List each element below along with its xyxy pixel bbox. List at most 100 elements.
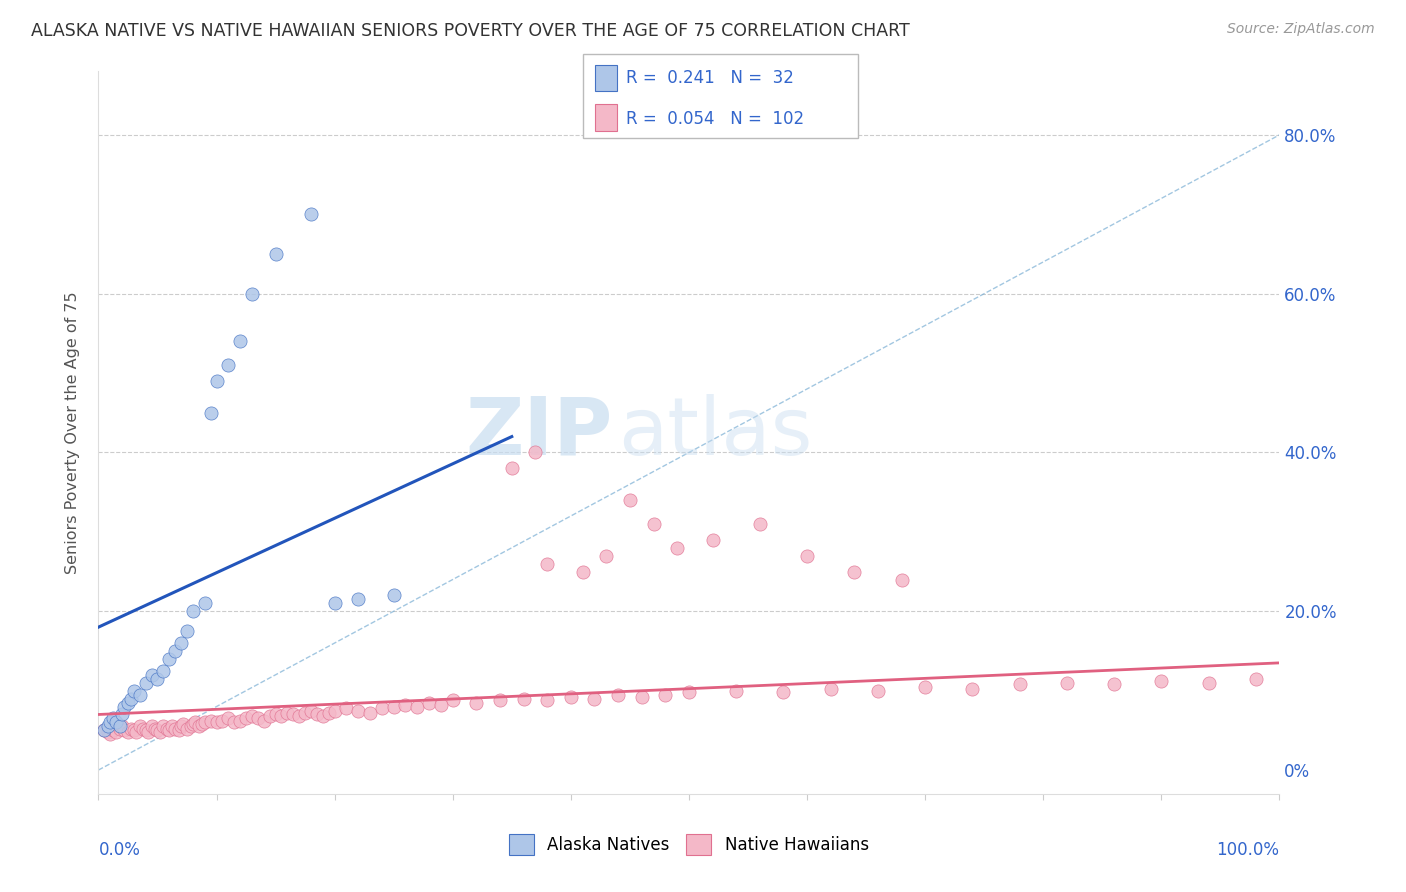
Text: ALASKA NATIVE VS NATIVE HAWAIIAN SENIORS POVERTY OVER THE AGE OF 75 CORRELATION : ALASKA NATIVE VS NATIVE HAWAIIAN SENIORS… bbox=[31, 22, 910, 40]
Point bbox=[128, 719, 150, 733]
Point bbox=[146, 723, 169, 738]
Point bbox=[276, 706, 298, 720]
Point bbox=[748, 516, 770, 531]
Point bbox=[914, 680, 936, 694]
Point bbox=[536, 693, 558, 707]
Point bbox=[1008, 677, 1031, 691]
Point bbox=[240, 709, 263, 723]
Point bbox=[101, 723, 124, 738]
Point bbox=[299, 704, 322, 718]
Point bbox=[678, 685, 700, 699]
Point bbox=[141, 667, 163, 681]
Point bbox=[117, 725, 139, 739]
Point bbox=[441, 693, 464, 707]
Point bbox=[702, 533, 724, 547]
Point bbox=[146, 672, 169, 686]
Point bbox=[820, 682, 842, 697]
Point bbox=[122, 723, 145, 738]
Text: Source: ZipAtlas.com: Source: ZipAtlas.com bbox=[1227, 22, 1375, 37]
Point bbox=[181, 604, 204, 618]
Point bbox=[583, 691, 606, 706]
Point bbox=[122, 683, 145, 698]
Point bbox=[194, 715, 217, 730]
Point bbox=[394, 698, 416, 712]
Point bbox=[176, 722, 198, 736]
Legend: Alaska Natives, Native Hawaiians: Alaska Natives, Native Hawaiians bbox=[502, 828, 876, 862]
Point bbox=[666, 541, 689, 555]
Point bbox=[962, 682, 984, 697]
Point bbox=[117, 696, 139, 710]
Point bbox=[294, 706, 316, 720]
Point bbox=[181, 717, 204, 731]
Point bbox=[371, 701, 394, 715]
Point bbox=[772, 685, 794, 699]
Point bbox=[187, 719, 209, 733]
Point bbox=[607, 688, 630, 702]
Point bbox=[135, 675, 157, 690]
Point bbox=[229, 334, 252, 349]
Point bbox=[264, 707, 287, 722]
Point bbox=[217, 358, 239, 372]
Point bbox=[191, 717, 214, 731]
Point bbox=[184, 715, 207, 730]
Point bbox=[347, 592, 370, 607]
Text: atlas: atlas bbox=[619, 393, 813, 472]
Point bbox=[165, 644, 187, 658]
Point bbox=[152, 664, 174, 678]
Point bbox=[1244, 672, 1267, 686]
Point bbox=[406, 699, 429, 714]
Point bbox=[630, 690, 652, 704]
Point bbox=[141, 719, 163, 733]
Point bbox=[229, 714, 252, 728]
Point bbox=[323, 704, 346, 718]
Point bbox=[418, 696, 440, 710]
Point bbox=[125, 725, 148, 739]
Point bbox=[93, 723, 115, 738]
Point bbox=[323, 596, 346, 610]
Point bbox=[536, 557, 558, 571]
Point bbox=[180, 719, 202, 733]
Point bbox=[465, 696, 488, 710]
Point bbox=[170, 636, 193, 650]
Point bbox=[157, 652, 180, 666]
Point bbox=[111, 719, 134, 733]
Point bbox=[246, 711, 269, 725]
Point bbox=[382, 699, 405, 714]
Point bbox=[98, 727, 121, 741]
Point bbox=[176, 624, 198, 639]
Point bbox=[890, 573, 912, 587]
Point bbox=[165, 722, 187, 736]
Point bbox=[136, 725, 159, 739]
Point bbox=[571, 565, 593, 579]
Point bbox=[501, 461, 523, 475]
Point bbox=[1056, 675, 1078, 690]
Point bbox=[595, 549, 617, 563]
Point bbox=[359, 706, 381, 720]
Point bbox=[149, 725, 172, 739]
Point bbox=[654, 688, 676, 702]
Point bbox=[170, 719, 193, 733]
Point bbox=[844, 565, 866, 579]
Point bbox=[335, 701, 357, 715]
Point bbox=[205, 715, 228, 730]
Point bbox=[101, 711, 124, 725]
Point bbox=[143, 722, 166, 736]
Point bbox=[489, 693, 512, 707]
Y-axis label: Seniors Poverty Over the Age of 75: Seniors Poverty Over the Age of 75 bbox=[65, 292, 80, 574]
Point bbox=[205, 374, 228, 388]
Point bbox=[560, 690, 582, 704]
Point bbox=[288, 709, 311, 723]
Point bbox=[235, 711, 257, 725]
Point bbox=[108, 722, 131, 736]
Point bbox=[283, 707, 305, 722]
Text: 0.0%: 0.0% bbox=[98, 841, 141, 859]
Point bbox=[167, 723, 190, 738]
Point bbox=[135, 723, 157, 738]
Point bbox=[97, 719, 120, 733]
Point bbox=[725, 683, 748, 698]
Point bbox=[430, 698, 453, 712]
Point bbox=[108, 719, 131, 733]
Point bbox=[152, 719, 174, 733]
Point bbox=[512, 691, 534, 706]
Point bbox=[97, 725, 120, 739]
